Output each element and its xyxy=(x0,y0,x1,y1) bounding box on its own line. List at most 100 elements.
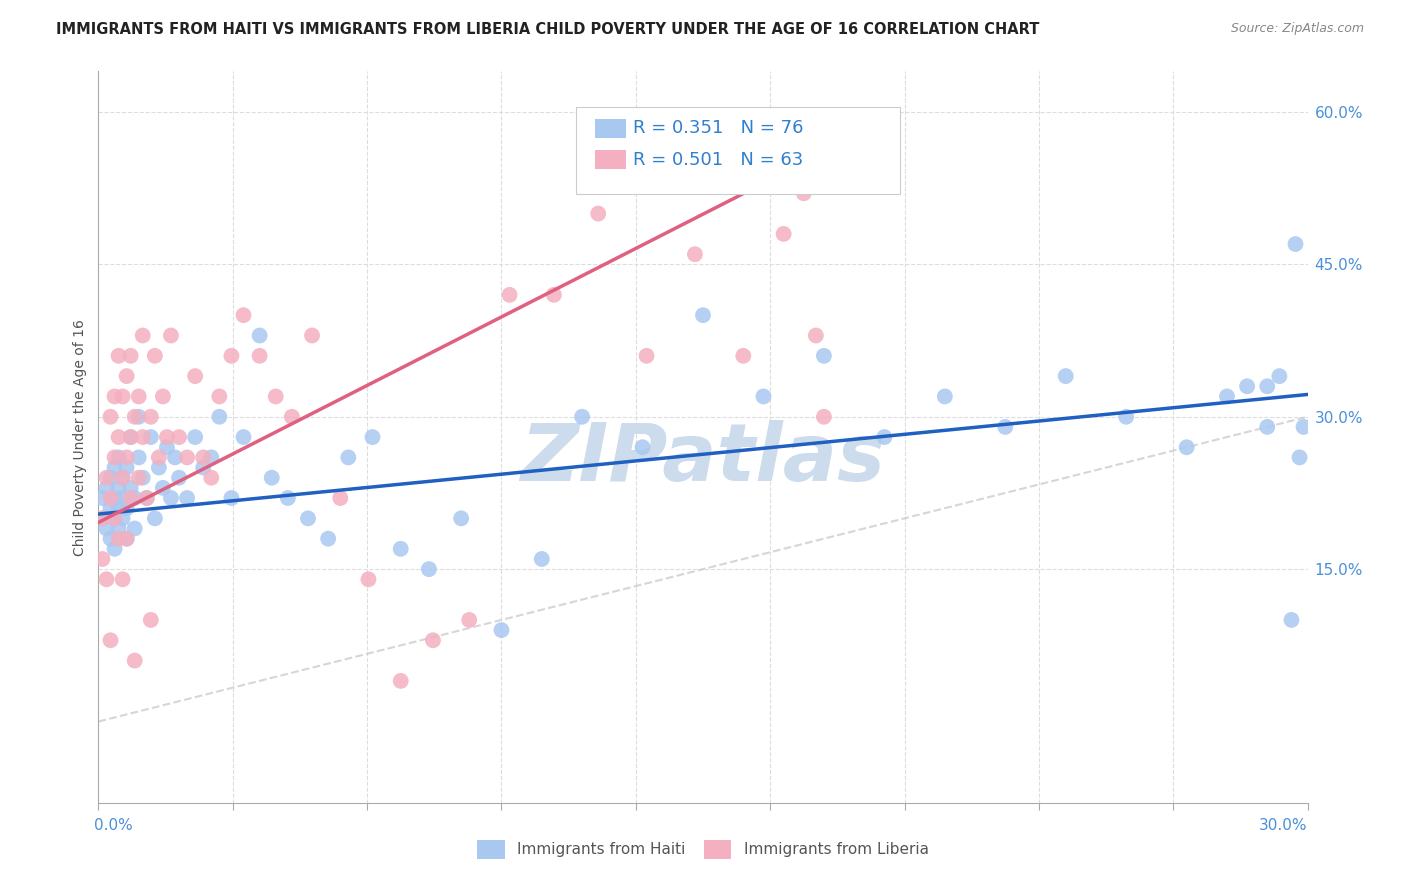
Point xyxy=(357,572,380,586)
Point xyxy=(156,430,179,444)
Point xyxy=(103,511,125,525)
Point xyxy=(128,389,150,403)
Text: ZIPatlas: ZIPatlas xyxy=(520,420,886,498)
Point xyxy=(100,633,122,648)
Point xyxy=(804,328,827,343)
Point xyxy=(277,491,299,505)
Text: 0.0%: 0.0% xyxy=(94,818,134,833)
Text: 30.0%: 30.0% xyxy=(1260,818,1308,833)
Point xyxy=(193,460,215,475)
Point xyxy=(103,460,125,475)
Point xyxy=(873,430,896,444)
Point xyxy=(530,552,553,566)
Point xyxy=(160,328,183,343)
Point xyxy=(184,369,207,384)
Point xyxy=(491,623,513,637)
Point xyxy=(498,288,520,302)
Point xyxy=(934,389,956,403)
Point xyxy=(143,349,166,363)
Point xyxy=(1216,389,1239,403)
Point xyxy=(422,633,444,648)
Point xyxy=(96,521,118,535)
Point xyxy=(249,349,271,363)
Point xyxy=(418,562,440,576)
Point xyxy=(120,491,142,505)
Point xyxy=(264,389,287,403)
Point xyxy=(152,481,174,495)
Point xyxy=(813,349,835,363)
Point xyxy=(100,409,122,424)
Point xyxy=(221,491,243,505)
Point xyxy=(733,349,755,363)
Point xyxy=(232,430,254,444)
Point xyxy=(361,430,384,444)
Point xyxy=(1236,379,1258,393)
Point xyxy=(1292,420,1315,434)
Point xyxy=(221,349,243,363)
Point xyxy=(124,521,146,535)
Point xyxy=(91,552,114,566)
Point xyxy=(111,572,134,586)
Point xyxy=(752,389,775,403)
Point xyxy=(281,409,304,424)
Point xyxy=(389,541,412,556)
Point xyxy=(160,491,183,505)
Point xyxy=(1175,440,1198,454)
Point xyxy=(96,471,118,485)
Point xyxy=(1256,379,1278,393)
Y-axis label: Child Poverty Under the Age of 16: Child Poverty Under the Age of 16 xyxy=(73,318,87,556)
Point xyxy=(100,471,122,485)
Point xyxy=(683,247,706,261)
Point xyxy=(128,450,150,465)
Legend: Immigrants from Haiti, Immigrants from Liberia: Immigrants from Haiti, Immigrants from L… xyxy=(471,834,935,864)
Point xyxy=(208,409,231,424)
Point xyxy=(120,430,142,444)
Point xyxy=(91,511,114,525)
Point xyxy=(96,572,118,586)
Point xyxy=(139,430,162,444)
Point xyxy=(132,430,155,444)
Point xyxy=(107,532,129,546)
Point xyxy=(813,409,835,424)
Point xyxy=(793,186,815,201)
Point xyxy=(184,430,207,444)
Point xyxy=(135,491,157,505)
Point xyxy=(148,450,170,465)
Point xyxy=(132,328,155,343)
Point xyxy=(91,511,114,525)
Point xyxy=(458,613,481,627)
Point xyxy=(163,450,186,465)
Point xyxy=(115,532,138,546)
Point xyxy=(103,389,125,403)
Point xyxy=(111,511,134,525)
Point xyxy=(103,541,125,556)
Point xyxy=(1281,613,1303,627)
Point xyxy=(107,521,129,535)
Point xyxy=(111,389,134,403)
Point xyxy=(96,481,118,495)
Point xyxy=(111,471,134,485)
Point xyxy=(631,440,654,454)
Point xyxy=(232,308,254,322)
Point xyxy=(111,471,134,485)
Point xyxy=(1115,409,1137,424)
Point xyxy=(111,491,134,505)
Point xyxy=(692,308,714,322)
Point xyxy=(120,349,142,363)
Point xyxy=(301,328,323,343)
Point xyxy=(124,491,146,505)
Point xyxy=(139,613,162,627)
Point xyxy=(176,491,198,505)
Point xyxy=(120,481,142,495)
Point xyxy=(297,511,319,525)
Point xyxy=(115,501,138,516)
Text: Source: ZipAtlas.com: Source: ZipAtlas.com xyxy=(1230,22,1364,36)
Point xyxy=(176,450,198,465)
Point xyxy=(91,491,114,505)
Point xyxy=(316,532,339,546)
Point xyxy=(337,450,360,465)
Point xyxy=(100,501,122,516)
Point xyxy=(128,409,150,424)
Point xyxy=(994,420,1017,434)
Point xyxy=(772,227,794,241)
